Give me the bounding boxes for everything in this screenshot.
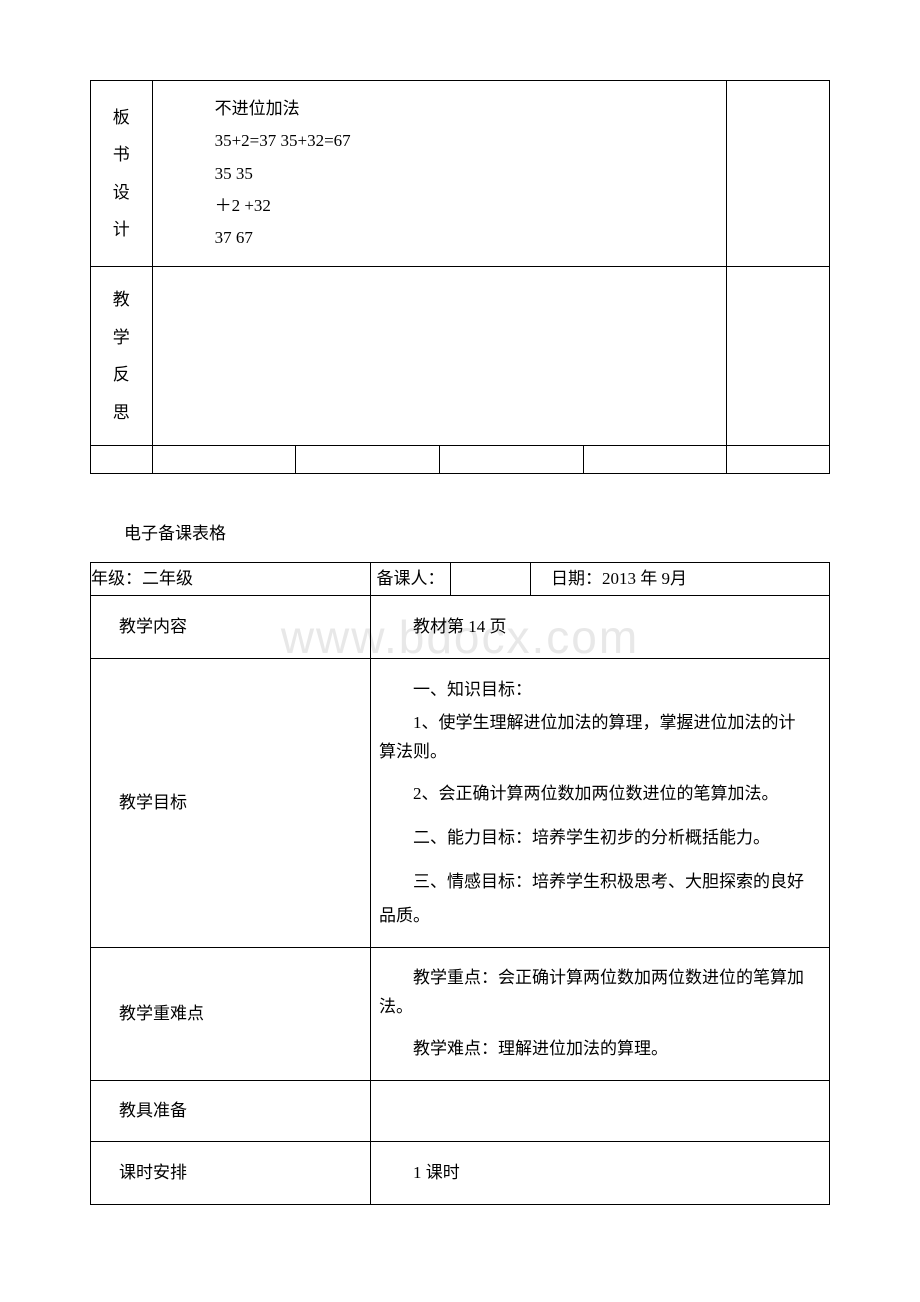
tools-value bbox=[371, 1080, 830, 1141]
lesson-plan-table: 年级：二年级 备课人： 日期：2013 年 9月 教学内容 教材第 14 页 教… bbox=[90, 562, 830, 1205]
reflection-right bbox=[727, 267, 830, 446]
goals-value: 一、知识目标： 1、使学生理解进位加法的算理，掌握进位加法的计算法则。 2、会正… bbox=[371, 659, 830, 948]
board-design-right bbox=[727, 81, 830, 267]
table-caption: 电子备课表格 bbox=[90, 519, 830, 544]
difficulty-value: 教学重点：会正确计算两位数加两位数进位的笔算加法。 教学难点：理解进位加法的算理… bbox=[371, 948, 830, 1081]
bottom-cell-2 bbox=[152, 446, 296, 474]
goals-label: 教学目标 bbox=[91, 659, 371, 948]
bottom-cell-6 bbox=[727, 446, 830, 474]
bottom-cell-3 bbox=[296, 446, 440, 474]
reflection-label: 教 学 反 思 bbox=[91, 267, 153, 446]
reflection-content bbox=[152, 267, 727, 446]
date-cell: 日期：2013 年 9月 bbox=[531, 563, 830, 596]
board-design-table: 板 书 设 计 不进位加法 35+2=37 35+32=67 35 35 ＋2 … bbox=[90, 80, 830, 474]
content-label: 教学内容 bbox=[91, 596, 371, 659]
bottom-cell-4 bbox=[439, 446, 583, 474]
prep-label-cell: 备课人： bbox=[371, 563, 451, 596]
board-design-content: 不进位加法 35+2=37 35+32=67 35 35 ＋2 +32 37 6… bbox=[152, 81, 727, 267]
periods-value: 1 课时 bbox=[371, 1142, 830, 1205]
tools-label: 教具准备 bbox=[91, 1080, 371, 1141]
bottom-cell-5 bbox=[583, 446, 727, 474]
grade-cell: 年级：二年级 bbox=[91, 563, 371, 596]
bottom-cell-1 bbox=[91, 446, 153, 474]
periods-label: 课时安排 bbox=[91, 1142, 371, 1205]
board-design-label: 板 书 设 计 bbox=[91, 81, 153, 267]
prep-value-cell bbox=[451, 563, 531, 596]
difficulty-label: 教学重难点 bbox=[91, 948, 371, 1081]
content-value: 教材第 14 页 bbox=[371, 596, 830, 659]
